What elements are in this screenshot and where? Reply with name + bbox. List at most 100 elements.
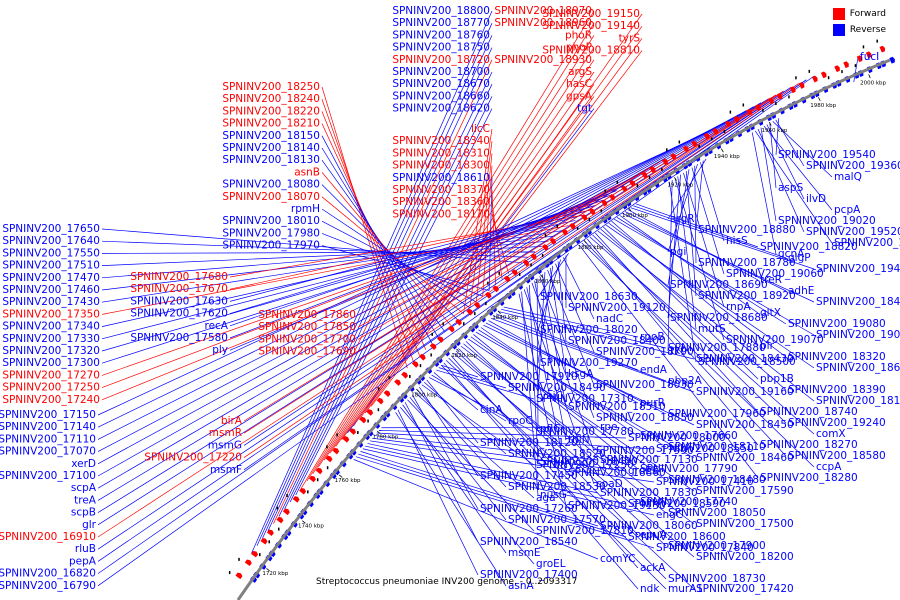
kbp-tick-label: 1820 kbp	[451, 353, 477, 359]
gene-label: cinA	[480, 404, 503, 416]
label-connector	[450, 355, 639, 569]
legend-forward: Forward	[832, 6, 886, 22]
legend-forward-label: Forward	[849, 9, 886, 19]
gene-label: SPNINV200_17260	[480, 503, 578, 515]
gene-label: SPNINV200_17450	[480, 470, 578, 482]
label-connector	[357, 166, 652, 328]
label-connector	[667, 174, 681, 319]
label-connector	[624, 211, 787, 292]
gene-label: SPNINV200_18620	[392, 103, 490, 115]
kbp-tick	[266, 568, 270, 572]
label-connector	[458, 348, 639, 536]
gene-label: SPNINV200_19020	[778, 215, 876, 227]
label-connector	[416, 389, 507, 488]
gene-label: SPNINV200_18080	[222, 179, 320, 191]
gene-label: SPNINV200_18680	[670, 312, 768, 324]
forward-gene-arrow	[251, 550, 259, 558]
label-connector	[353, 459, 599, 560]
forward-gene-arrow	[429, 343, 437, 350]
gene-label: SPNINV200_18340	[392, 135, 490, 147]
label-connector	[323, 59, 595, 461]
gene-label: gltX	[760, 307, 781, 319]
label-connector	[97, 106, 754, 489]
gene-label: SPNINV200_18470	[816, 296, 900, 308]
gene-label: tgt	[577, 103, 592, 115]
label-connector	[541, 274, 567, 408]
forward-gene-arrow	[455, 318, 462, 326]
gene-label: SPNINV200_17590	[696, 485, 794, 497]
gene-label: SPNINV200_18420	[540, 456, 638, 468]
label-connector	[379, 430, 627, 439]
gene-label: SPNINV200_18390	[788, 384, 886, 396]
gene-label: SPNINV200_17790	[640, 463, 738, 475]
gene-label: coaD	[596, 478, 623, 490]
gene-label: SPNINV200_18430	[696, 353, 794, 365]
gene-label: adhE	[788, 285, 814, 297]
gene-label: SPNINV200_18160	[816, 395, 900, 407]
label-connector	[772, 121, 833, 178]
gene-label: hisS	[726, 235, 748, 247]
gene-labels: SPNINV200_18800SPNINV200_18770SPNINV200_…	[0, 5, 900, 595]
label-connector	[501, 308, 667, 349]
feature-marker	[556, 224, 559, 228]
gene-label: SPNINV200_18730	[668, 573, 766, 585]
label-connector	[441, 364, 667, 590]
strand-legend: Forward Reverse	[832, 6, 886, 38]
gene-label: SPNINV200_19150	[542, 8, 640, 20]
gene-label: malQ	[834, 171, 862, 183]
gene-label: SPNINV200_19120	[568, 302, 666, 314]
label-connector	[528, 285, 539, 463]
label-connector	[243, 90, 784, 434]
label-connector	[289, 96, 493, 503]
label-connector	[284, 84, 493, 510]
label-connector	[369, 440, 655, 483]
label-connector	[438, 367, 507, 389]
gene-label: endA	[640, 364, 668, 376]
gene-label: SPNINV200_17550	[2, 247, 100, 259]
gene-label: SPNINV200_17630	[130, 295, 228, 307]
gene-label: yajC	[540, 390, 563, 402]
label-connector	[667, 163, 698, 253]
label-connector	[463, 128, 493, 314]
gene-label: SPNINV200_18250	[222, 81, 320, 93]
gene-label: SPNINV200_17680	[130, 271, 228, 283]
gene-label: birA	[221, 415, 243, 427]
gene-label: SPNINV200_19430	[816, 263, 900, 275]
feature-marker	[259, 553, 261, 557]
forward-gene-arrow	[411, 361, 419, 368]
gene-label: SPNINV200_19540	[778, 149, 876, 161]
forward-gene-arrow	[359, 416, 367, 424]
kbp-tick-marks: 2000 kbp 1980 kbp 1960 kbp 1940 kbp 1920 kbp…	[262, 74, 887, 577]
gene-label: SPNINV200_18510	[568, 401, 666, 413]
label-connector	[503, 306, 639, 338]
label-connector	[691, 167, 725, 275]
gene-label: pepA	[69, 555, 97, 567]
gene-label: comX	[816, 428, 846, 440]
gene-label: thiN	[568, 434, 590, 446]
label-connector	[495, 313, 639, 371]
label-connector	[357, 171, 645, 316]
label-connector	[751, 132, 777, 255]
label-connector	[428, 377, 535, 433]
label-connector	[97, 114, 739, 465]
label-connector	[468, 338, 695, 492]
forward-gene-arrow	[649, 166, 656, 174]
gene-label: SPNINV200_17840	[656, 542, 754, 554]
gene-label: SPNINV200_17670	[130, 283, 228, 295]
gene-label: SPNINV200_18770	[392, 17, 490, 29]
label-connector	[526, 287, 567, 474]
label-connector	[536, 278, 539, 430]
forward-gene-arrow	[276, 516, 284, 524]
forward-gene-arrow	[530, 253, 537, 261]
kbp-tick	[301, 520, 306, 524]
label-connector	[267, 47, 493, 532]
gene-label: tkt	[670, 345, 684, 357]
label-connector	[97, 83, 799, 562]
gene-label: SPNINV200_18530	[508, 481, 606, 493]
label-connector	[763, 125, 833, 211]
label-connector	[685, 171, 697, 297]
feature-marker	[604, 189, 606, 193]
gene-label: licC	[471, 123, 490, 135]
gene-label: SPNINV200_18020	[540, 324, 638, 336]
gene-label: SPNINV200_18860	[568, 467, 666, 479]
